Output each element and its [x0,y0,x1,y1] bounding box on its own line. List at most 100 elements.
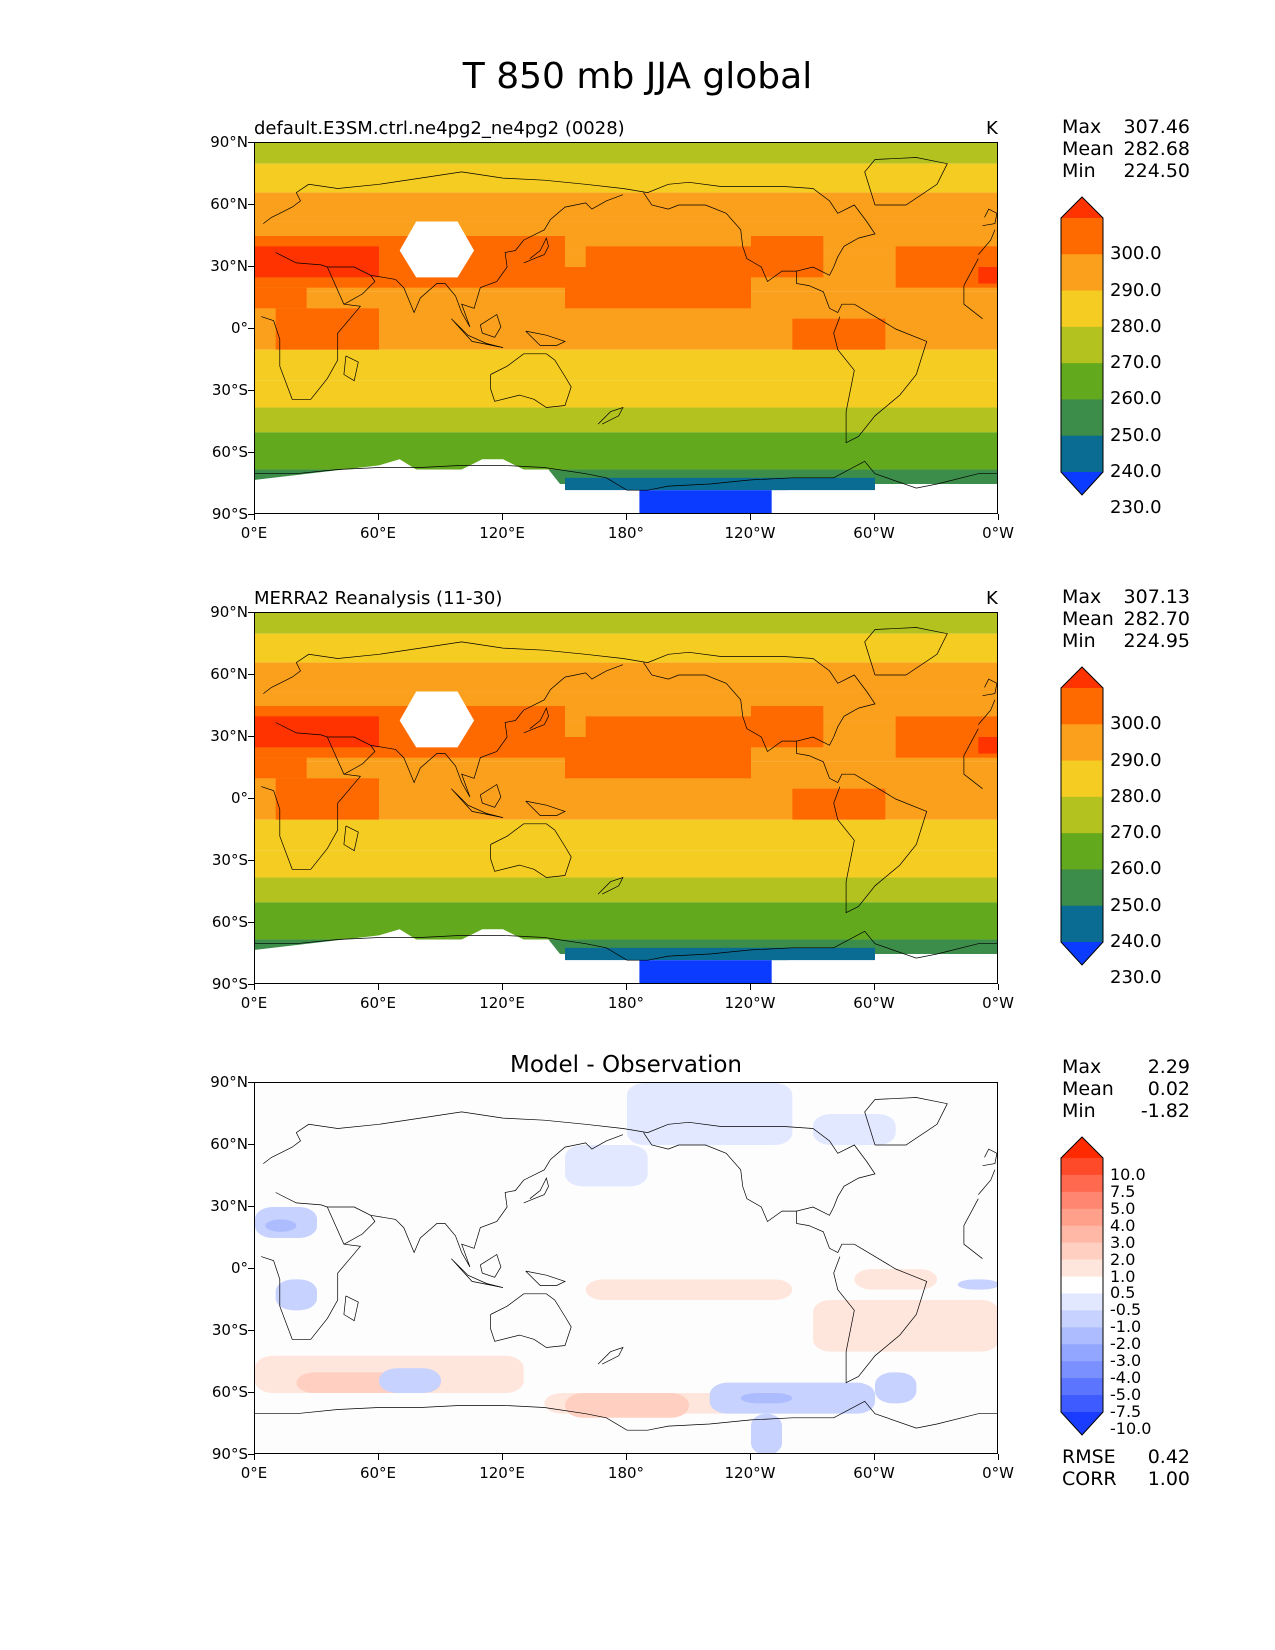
lon-tick [626,984,627,990]
contour-band [740,1393,793,1404]
colorbar-tick-label: -4.0 [1110,1368,1142,1388]
coastline [327,736,376,775]
masked-region [255,459,639,513]
contour-band [639,960,772,983]
lat-tick [248,860,254,861]
lat-tick [248,1268,254,1269]
colorbar-segment [1061,869,1103,907]
colorbar-segment [1061,1242,1103,1261]
coastline [523,707,549,734]
coastline [490,353,572,408]
coastline [370,1134,624,1268]
lat-tick-label: 30°N [210,1197,248,1215]
coastline [525,330,566,346]
colorbar-tick-label: 10.0 [1110,1164,1146,1184]
stat-label: Max [1062,586,1102,608]
lat-tick [248,514,254,515]
coastline [451,318,504,348]
lon-tick-label: 60°W [853,994,895,1012]
lat-tick-label: 30°S [211,851,248,869]
lon-tick-label: 120°E [479,524,525,542]
stat-row: Max 307.13 [1062,586,1190,608]
coastline [451,788,504,818]
coastline [263,641,996,914]
colorbar-segment [1061,1191,1103,1210]
lon-tick-label: 0°W [982,994,1014,1012]
lon-tick-label: 120°W [724,524,776,542]
metric-label: CORR [1062,1468,1117,1490]
contour-band [639,490,772,513]
metric-row: RMSE 0.42 [1062,1446,1190,1468]
stat-label: Mean [1062,138,1114,160]
lat-tick-label: 0° [230,319,248,337]
colorbar-tick-label: 290.0 [1110,749,1162,771]
colorbar-segment [1061,1259,1103,1278]
contour-band [565,1145,648,1187]
lat-tick-label: 60°N [210,1135,248,1153]
lon-tick [998,514,999,520]
colorbar-tick-label: 7.5 [1110,1181,1136,1201]
colorbar-segment [1061,905,1103,943]
lat-tick [248,328,254,329]
stat-row: Mean 282.68 [1062,138,1190,160]
lon-tick-label: 120°E [479,1464,525,1482]
lon-tick [998,984,999,990]
stats-block: Max 307.46 Mean 282.68 Min 224.50 [1062,116,1190,182]
colorbar-tick-label: -0.5 [1110,1300,1142,1320]
coastline [982,1148,997,1167]
coastline [525,1270,566,1286]
contour-band [255,380,997,408]
colorbar-segment [1061,688,1103,725]
lat-tick [248,1206,254,1207]
colorbar-segment [1061,1293,1103,1311]
panel-difference: Model - Observation 90°N 60°N 30°N 0° 30°S 60… [0,1052,1275,1528]
coastline [479,1253,502,1278]
map-canvas [255,143,997,513]
stat-row: Min 224.95 [1062,630,1190,652]
colorbar-tick-label: 300.0 [1110,243,1162,265]
lon-tick [626,514,627,520]
lat-tick-label: 90°N [210,603,248,621]
contour-band [792,788,886,820]
colorbar-segment [1061,326,1103,364]
map-canvas [255,1083,997,1453]
colorbar-tick-label: 240.0 [1110,461,1162,482]
contour-band [875,1372,917,1404]
contour-band [627,1083,793,1145]
contour-band [255,349,997,381]
contour-band [565,947,875,961]
colorbar-tick-label: 280.0 [1110,315,1162,337]
lon-tick-label: 120°W [724,1464,776,1482]
contour-band [565,737,751,779]
coastline [479,313,502,338]
lon-tick [750,514,751,520]
contour-band [565,1393,689,1418]
metric-row: CORR 1.00 [1062,1468,1190,1490]
colorbar-segment [1061,1327,1103,1345]
metric-value: 0.42 [1147,1446,1190,1468]
contour-band [255,407,997,433]
lat-tick [248,798,254,799]
colorbar-segment [1061,254,1103,292]
metric-value: 1.00 [1147,1468,1190,1490]
contour-band [813,1300,997,1352]
lon-tick [254,984,255,990]
lon-tick-label: 60°W [853,524,895,542]
colorbar-segment [1061,1378,1103,1396]
colorbar-segment [1061,724,1103,762]
contour-band [565,477,875,491]
colorbar-segment [1061,218,1103,255]
stat-value: 224.50 [1123,160,1190,182]
contour-band [978,737,997,754]
coastline [864,157,948,206]
colorbar-tick-label: 230.0 [1110,967,1162,989]
contour-band [255,902,997,923]
colorbar-tick-label: -5.0 [1110,1385,1142,1405]
colorbar-tick-label: 290.0 [1110,279,1162,301]
lat-tick [248,1082,254,1083]
stat-label: Min [1062,630,1096,652]
colorbar-segment [1061,760,1103,798]
colorbar [1060,666,1104,966]
units-label: K [986,588,998,609]
panel-test: default.E3SM.ctrl.ne4pg2_ne4pg2 (0028) K… [0,116,1275,588]
